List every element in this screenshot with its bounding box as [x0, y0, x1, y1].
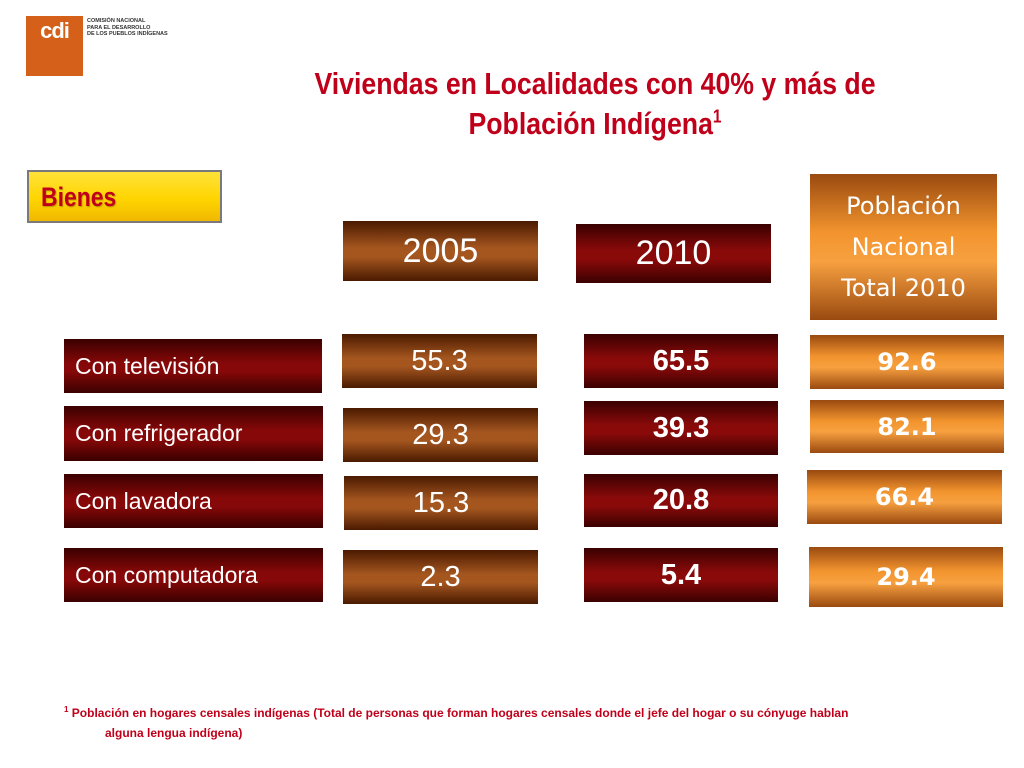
header-2005: 2005: [343, 221, 538, 281]
cdi-logo: cdi: [26, 16, 83, 76]
cell-2005-television: 55.3: [342, 334, 537, 388]
row-label-text: Con computadora: [75, 561, 258, 588]
row-label-computadora: Con computadora: [64, 548, 323, 602]
footnote-text-1: Población en hogares censales indígenas …: [68, 706, 849, 720]
section-badge: Bienes: [27, 170, 222, 223]
logo-caption-line: DE LOS PUEBLOS INDÍGENAS: [87, 31, 168, 37]
cell-national-lavadora: 66.4: [807, 470, 1002, 524]
header-national-line: Nacional: [851, 232, 956, 261]
logo-caption-line: COMISIÓN NACIONAL: [87, 18, 146, 24]
cell-value: 29.3: [412, 418, 469, 451]
page-title: Viviendas en Localidades con 40% y más d…: [255, 64, 934, 144]
cell-national-television: 92.6: [810, 335, 1004, 389]
section-badge-label: Bienes: [41, 182, 117, 212]
cell-value: 65.5: [652, 344, 710, 377]
header-national: Población Nacional Total 2010: [810, 174, 997, 320]
footnote-line-2: alguna lengua indígena): [105, 726, 243, 740]
cell-value: 29.4: [876, 563, 936, 591]
header-national-line: Total 2010: [841, 273, 966, 302]
cell-value: 92.6: [877, 348, 937, 376]
cell-national-refrigerador: 82.1: [810, 400, 1004, 453]
cell-2005-refrigerador: 29.3: [343, 408, 538, 462]
title-line-2: Población Indígena1: [255, 104, 934, 144]
cell-2010-computadora: 5.4: [584, 548, 778, 602]
row-label-television: Con televisión: [64, 339, 322, 393]
cell-2010-refrigerador: 39.3: [584, 401, 778, 455]
cell-value: 2.3: [420, 560, 461, 593]
cell-national-computadora: 29.4: [809, 547, 1003, 607]
header-national-line: Población: [846, 191, 961, 220]
cell-2005-computadora: 2.3: [343, 550, 538, 604]
footnote-marker: 1: [64, 705, 69, 714]
logo-caption-line: PARA EL DESARROLLO: [87, 24, 151, 31]
row-label-text: Con refrigerador: [75, 420, 243, 446]
row-label-text: Con lavadora: [75, 487, 212, 514]
cell-value: 5.4: [660, 558, 702, 591]
logo-caption: COMISIÓN NACIONAL PARA EL DESARROLLO DE …: [87, 18, 197, 38]
row-label-lavadora: Con lavadora: [64, 474, 323, 528]
title-line-1: Viviendas en Localidades con 40% y más d…: [314, 66, 876, 101]
title-line-2-text: Población Indígena: [468, 106, 713, 141]
cell-value: 20.8: [652, 484, 710, 516]
header-2010: 2010: [576, 224, 771, 283]
title-footnote-marker: 1: [712, 106, 722, 127]
footnote-line-1: 1 Población en hogares censales indígena…: [64, 703, 964, 723]
header-2005-label: 2005: [402, 231, 479, 270]
footnote: 1 Población en hogares censales indígena…: [64, 703, 964, 743]
cell-value: 55.3: [411, 344, 468, 377]
row-label-refrigerador: Con refrigerador: [64, 406, 323, 461]
cell-2005-lavadora: 15.3: [344, 476, 538, 530]
logo-mark-text: cdi: [40, 18, 70, 43]
cell-value: 15.3: [412, 486, 470, 519]
cell-2010-lavadora: 20.8: [584, 474, 778, 527]
cell-value: 39.3: [652, 411, 710, 444]
cell-value: 66.4: [874, 483, 935, 511]
cell-value: 82.1: [877, 412, 937, 441]
cell-2010-television: 65.5: [584, 334, 778, 388]
row-label-text: Con televisión: [75, 352, 220, 379]
header-2010-label: 2010: [635, 234, 712, 272]
